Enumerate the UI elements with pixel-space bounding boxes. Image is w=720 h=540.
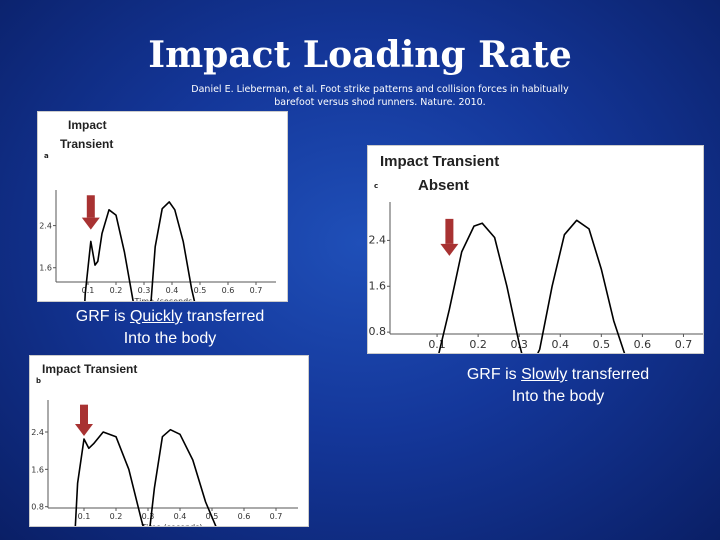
annotation-text: Impact Transient: [42, 362, 137, 376]
caption-left-line2: Into the body: [123, 330, 217, 347]
caption-left: GRF is Quickly transferred Into the body: [52, 306, 288, 350]
x-tick-label: 0.1: [78, 512, 91, 521]
x-tick-label: 0.3: [142, 512, 155, 521]
x-tick-label: 0.5: [593, 338, 611, 351]
chart-panel-c: Impact TransientAbsentc0.00.81.62.40.10.…: [367, 145, 704, 354]
x-tick-label: 0.2: [110, 286, 123, 295]
x-tick-label: 0.4: [174, 512, 187, 521]
chart-b-svg: Impact Transientb0.00.81.62.40.10.20.30.…: [31, 362, 298, 526]
panel-letter: a: [44, 152, 49, 160]
caption-left-emph: Quickly: [129, 308, 183, 325]
impact-arrow-shaft: [445, 218, 454, 244]
x-axis-label: Time (seconds): [133, 297, 195, 301]
force-curve: [74, 428, 217, 526]
x-tick-label: 0.3: [138, 286, 151, 295]
y-tick-label: 0.8: [31, 503, 44, 512]
impact-arrow-shaft: [86, 195, 95, 218]
caption-left-post: transferred: [182, 308, 265, 325]
y-tick-label: 1.6: [31, 465, 44, 474]
x-tick-label: 0.4: [166, 286, 179, 295]
y-tick-label: 1.6: [369, 279, 387, 292]
x-tick-label: 0.7: [250, 286, 263, 295]
y-tick-label: 2.4: [369, 233, 387, 246]
chart-a-svg: ImpactTransienta0.00.81.62.40.10.20.30.4…: [39, 118, 276, 301]
x-tick-label: 0.5: [194, 286, 207, 295]
x-axis-label: Time (seconds): [507, 352, 592, 353]
x-axis-label: Time (seconds): [140, 523, 202, 526]
annotation-text-line2: Transient: [60, 137, 113, 151]
force-curve: [84, 201, 196, 301]
impact-arrow-head: [81, 217, 100, 230]
x-tick-label: 0.7: [675, 338, 693, 351]
caption-right-post: transferred: [567, 366, 650, 383]
impact-arrow-head: [440, 243, 459, 256]
x-tick-label: 0.6: [238, 512, 251, 521]
y-tick-label: 2.4: [31, 428, 44, 437]
x-tick-label: 0.1: [428, 338, 446, 351]
panel-letter: c: [374, 182, 378, 190]
x-tick-label: 0.6: [222, 286, 235, 295]
caption-right: GRF is Slowly transferred Into the body: [440, 364, 676, 408]
y-tick-label: 1.6: [39, 264, 52, 273]
citation-line-1: Daniel E. Lieberman, et al. Foot strike …: [191, 84, 569, 95]
caption-right-emph: Slowly: [521, 366, 568, 383]
annotation-text-line2: Absent: [418, 177, 469, 194]
caption-left-pre: GRF is: [75, 308, 130, 325]
annotation-text: Impact Transient: [380, 153, 499, 170]
impact-arrow-head: [75, 424, 93, 436]
impact-arrow-shaft: [80, 404, 88, 424]
x-tick-label: 0.6: [634, 338, 652, 351]
chart-c-svg: Impact TransientAbsentc0.00.81.62.40.10.…: [369, 153, 703, 353]
x-tick-label: 0.7: [270, 512, 283, 521]
force-curve: [438, 219, 626, 353]
chart-panel-a: ImpactTransienta0.00.81.62.40.10.20.30.4…: [37, 111, 288, 302]
x-tick-label: 0.1: [82, 286, 95, 295]
citation: Daniel E. Lieberman, et al. Foot strike …: [170, 83, 590, 109]
panel-letter: b: [36, 377, 41, 385]
annotation-text: Impact: [68, 118, 107, 132]
x-tick-label: 0.2: [110, 512, 123, 521]
y-tick-label: 2.4: [39, 222, 52, 231]
caption-right-line2: Into the body: [511, 388, 605, 405]
citation-line-2: barefoot versus shod runners. Nature. 20…: [274, 97, 486, 108]
slide-title: Impact Loading Rate: [148, 34, 572, 76]
x-tick-label: 0.4: [552, 338, 570, 351]
caption-right-pre: GRF is: [466, 366, 522, 383]
x-tick-label: 0.2: [469, 338, 487, 351]
y-tick-label: 0.8: [369, 325, 387, 338]
chart-panel-b: Impact Transientb0.00.81.62.40.10.20.30.…: [29, 355, 309, 527]
